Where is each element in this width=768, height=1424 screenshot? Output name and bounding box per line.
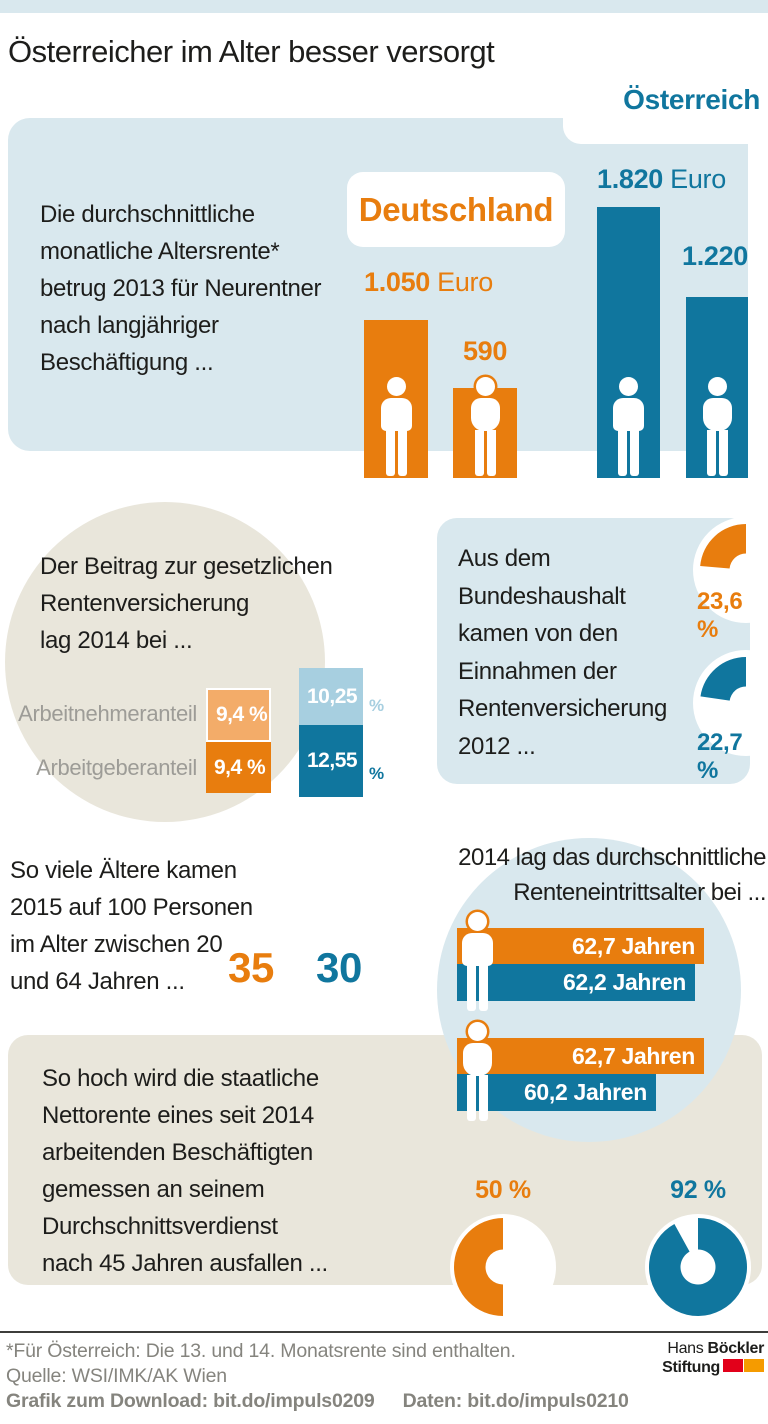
person-head	[386, 377, 406, 396]
person-legs	[706, 430, 728, 476]
person-head	[475, 377, 495, 396]
stacked-bar-germany: 9,4 % 9,4 %	[206, 688, 271, 793]
net-pension-value-germany: 50 %	[475, 1176, 531, 1204]
donut-segment-austria	[700, 657, 746, 701]
employee-share-label: Arbeitnehmeranteil	[18, 701, 197, 726]
bar-retirement-men-at: 62,2 Jahren	[457, 964, 695, 1001]
austria-label-notch	[563, 118, 748, 144]
budget-value-austria: 22,7 %	[697, 729, 743, 784]
segment-de-employee: 9,4 %	[206, 688, 271, 742]
female-figure-austria	[696, 377, 738, 476]
page-title: Österreicher im Alter besser versorgt	[8, 34, 495, 69]
person-head	[707, 377, 727, 396]
logo-orange-square-icon	[744, 1359, 764, 1372]
logo-red-square-icon	[723, 1359, 743, 1372]
donut-net-austria	[645, 1214, 751, 1320]
value-at-men-number: 1.820	[597, 164, 663, 194]
value-at-women: 1.220	[682, 241, 748, 271]
value-at-men-unit: Euro	[670, 164, 726, 194]
ratio-text: So viele Ältere kamen 2015 auf 100 Perso…	[10, 857, 253, 995]
logo-hans: Hans	[667, 1340, 708, 1357]
budget-value-germany: 23,6 %	[697, 588, 743, 643]
segment-at-employer: 12,55	[299, 725, 363, 797]
person-torso	[470, 398, 500, 431]
bar-retirement-women-at: 60,2 Jahren	[457, 1074, 656, 1111]
legend-austria-label: Österreich	[623, 84, 760, 115]
person-legs	[385, 430, 407, 476]
female-figure-retirement	[456, 1022, 498, 1121]
bar-retirement-women-de: 62,7 Jahren	[457, 1038, 704, 1074]
employer-share-label: Arbeitgeberanteil	[36, 755, 197, 780]
logo-line-2: Stiftung	[640, 1358, 764, 1377]
segment-de-employer: 9,4 %	[206, 742, 271, 793]
footnote: *Für Österreich: Die 13. und 14. Monatsr…	[6, 1340, 516, 1362]
footer-divider	[0, 1331, 768, 1333]
person-head	[618, 377, 638, 396]
stacked-bar-austria: 10,25 12,55	[299, 668, 363, 797]
download-line: Grafik zum Download: bit.do/impuls0209 Da…	[6, 1390, 629, 1413]
logo-line-1: Hans Böckler	[640, 1339, 764, 1358]
donut-segment-net-austria	[649, 1218, 747, 1316]
download-link-text: Grafik zum Download: bit.do/impuls0209	[6, 1390, 375, 1412]
ratio-value-austria: 30	[316, 944, 363, 991]
data-link-text: Daten: bit.do/impuls0210	[402, 1390, 629, 1412]
percent-sign-at-employee: %	[369, 696, 384, 715]
value-de-women: 590	[462, 336, 508, 366]
donut-segment-net-germany	[454, 1218, 503, 1316]
donut-budget-germany	[693, 517, 768, 623]
hans-boeckler-logo: Hans Böckler Stiftung	[640, 1339, 764, 1377]
person-legs	[474, 430, 496, 476]
logo-boeckler: Böckler	[707, 1340, 765, 1357]
legend-germany-label: Deutschland	[358, 190, 554, 228]
value-de-men-number: 1.050	[364, 267, 430, 297]
male-figure-austria	[607, 377, 649, 476]
value-at-men: 1.820 Euro	[597, 164, 726, 195]
percent-sign-at-employer: %	[369, 764, 384, 783]
person-legs	[466, 1075, 488, 1121]
person-head	[467, 912, 487, 931]
value-de-men-unit: Euro	[437, 267, 493, 297]
male-figure-germany	[375, 377, 417, 476]
net-pension-text: So hoch wird die staatliche Nettorente e…	[42, 1065, 328, 1277]
ratio-value-germany: 35	[228, 944, 275, 991]
female-figure-germany	[464, 377, 506, 476]
top-accent-strip	[0, 0, 768, 13]
panel-contribution-circle	[5, 502, 325, 822]
bar-pension-at-men	[597, 207, 660, 478]
person-torso	[380, 398, 412, 431]
person-torso	[702, 398, 732, 431]
budget-text: Aus dem Bundeshaushalt kamen von den Ein…	[458, 545, 668, 760]
source-line: Quelle: WSI/IMK/AK Wien	[6, 1365, 227, 1387]
contribution-text: Der Beitrag zur gesetzlichen Rentenversi…	[40, 553, 333, 654]
donut-net-germany	[450, 1214, 556, 1320]
person-torso	[461, 933, 493, 966]
person-torso	[462, 1043, 492, 1076]
donut-budget-austria	[693, 650, 768, 756]
donut-segment-germany	[700, 524, 746, 569]
pension-2013-text: Die durchschnittliche monatliche Altersr…	[40, 201, 322, 376]
legend-germany-badge: Deutschland	[347, 172, 565, 247]
net-pension-value-austria: 92 %	[670, 1176, 726, 1204]
value-de-men: 1.050 Euro	[364, 267, 493, 298]
segment-at-employee: 10,25	[299, 668, 363, 725]
logo-stiftung: Stiftung	[662, 1359, 720, 1376]
person-legs	[617, 430, 639, 476]
person-torso	[612, 398, 644, 431]
male-figure-retirement	[456, 912, 498, 1011]
retirement-title: 2014 lag das durchschnittliche Rentenein…	[458, 844, 766, 906]
person-head	[467, 1022, 487, 1041]
bar-retirement-men-de: 62,7 Jahren	[457, 928, 704, 964]
person-legs	[466, 965, 488, 1011]
